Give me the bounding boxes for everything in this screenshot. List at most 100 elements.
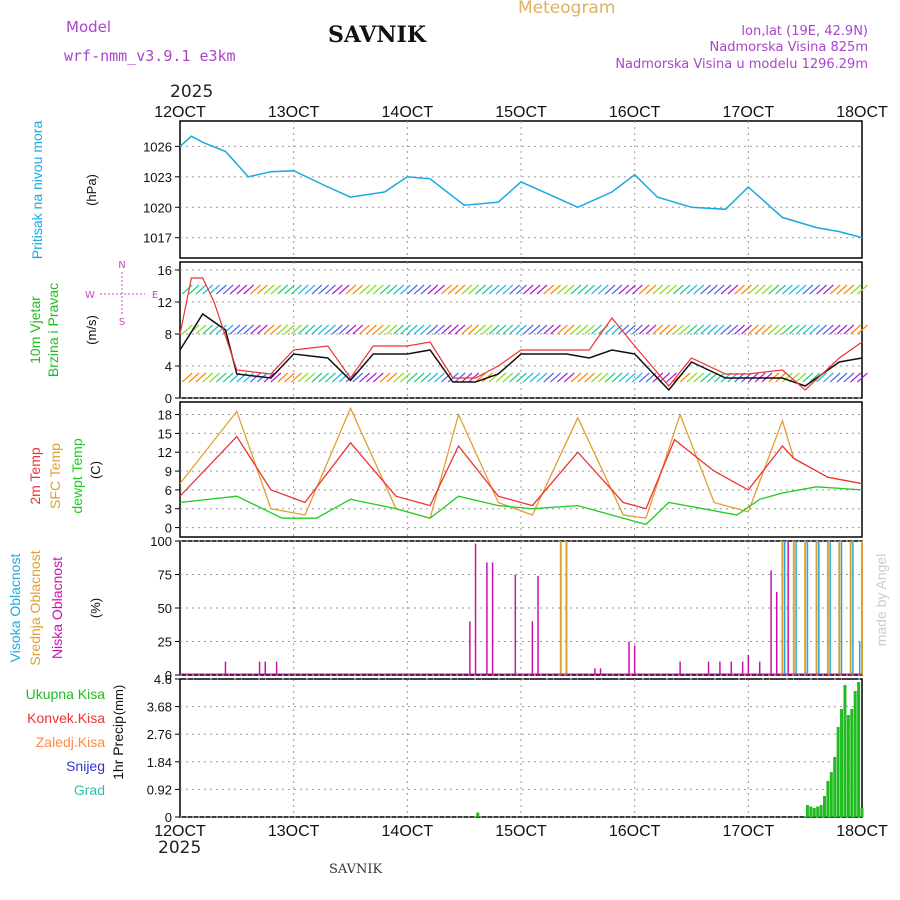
precip-unit-label: (mm)	[111, 685, 126, 715]
wind-barb	[352, 284, 364, 295]
wind-barb	[570, 284, 582, 295]
wind-barb	[645, 324, 657, 335]
high-cloud-axis-label: Visoka Oblacnost	[7, 554, 23, 663]
wind-barb	[768, 284, 780, 295]
wind-barb	[427, 372, 439, 383]
wind-barb	[638, 324, 650, 335]
wind-barb	[195, 284, 207, 295]
wind-barb	[659, 284, 671, 295]
wind-barb	[488, 324, 500, 335]
wind-barb	[209, 284, 220, 295]
wind-barb	[707, 284, 718, 295]
wind-barb	[475, 372, 486, 383]
wind-barb	[761, 324, 773, 335]
wind-barb	[625, 324, 636, 335]
wind-barb	[441, 324, 452, 335]
compass-s: S	[119, 317, 125, 328]
wind-barb	[659, 324, 671, 335]
wind-barb	[284, 324, 295, 335]
wind-panel-ytick-label: 12	[158, 295, 172, 310]
temp-panel-ytick-label: 6	[165, 483, 172, 498]
wind-barb	[461, 284, 473, 295]
precip-legend-item: Ukupna Kisa	[26, 686, 106, 702]
wind-barb	[304, 372, 316, 383]
wind-barb	[222, 372, 234, 383]
wind-barb	[611, 324, 623, 335]
wind-barb	[447, 324, 459, 335]
wind-barb	[713, 324, 725, 335]
wind-barb	[318, 372, 330, 383]
wind-barb	[584, 284, 596, 295]
x-tick-label-bottom: 18OCT	[836, 823, 888, 840]
wind-barb	[591, 324, 602, 335]
sfc-temp-line	[179, 406, 863, 520]
precip-axis-label: 1hr Precip	[110, 716, 126, 780]
precip-panel-ytick-label: 2.76	[147, 727, 172, 742]
wind-barb	[386, 284, 398, 295]
precip-bar	[843, 685, 847, 817]
wind-barb	[822, 372, 834, 383]
compass-n: N	[118, 260, 125, 271]
x-tick-label-top: 18OCT	[836, 104, 888, 121]
wind-gust-line	[179, 277, 863, 391]
wind-barb	[775, 284, 787, 295]
precip-bar	[833, 757, 837, 817]
wind-barb	[270, 324, 282, 335]
x-tick-label-top: 12OCT	[154, 104, 206, 121]
wind-barb	[509, 372, 521, 383]
wind-barb	[516, 284, 527, 295]
wind-barb	[829, 324, 841, 335]
temp-panel-ytick-label: 18	[158, 408, 172, 423]
wind-barb	[366, 372, 377, 383]
footer-title: SAVNIK	[329, 862, 383, 877]
wind-barb	[297, 324, 309, 335]
wind-barb	[611, 284, 623, 295]
wind-barb	[413, 372, 425, 383]
wind-barb	[843, 372, 855, 383]
wind-barb	[707, 324, 718, 335]
x-tick-label-top: 14OCT	[382, 104, 434, 121]
wind-barb	[686, 324, 698, 335]
wind-barb	[618, 284, 630, 295]
temp-2m-axis-label: 2m Temp	[27, 447, 43, 505]
wind-barb	[502, 284, 514, 295]
wind-barb	[345, 324, 357, 335]
wind-barb	[250, 372, 261, 383]
wind-barb	[700, 372, 711, 383]
wind-barb	[481, 284, 493, 295]
wind-barb	[550, 372, 561, 383]
precip-bar	[850, 709, 854, 817]
wind-barb	[495, 284, 507, 295]
wind-barb	[434, 324, 446, 335]
wind-barb	[686, 372, 698, 383]
wind-barb	[447, 284, 459, 295]
model-label: Model	[66, 18, 112, 36]
precip-bar	[860, 808, 864, 817]
wind-barb	[243, 324, 255, 335]
pressure-line	[179, 135, 863, 239]
wind-barb	[434, 284, 446, 295]
wind-barb	[802, 284, 814, 295]
precip-panel-ytick-label: 0	[165, 810, 172, 825]
wind-barb	[577, 324, 589, 335]
wind-barb	[666, 372, 677, 383]
x-tick-label-bottom: 14OCT	[382, 823, 434, 840]
wind-barb	[645, 284, 657, 295]
wind-barb	[816, 372, 827, 383]
wind-barb	[250, 284, 261, 295]
wind-barb	[441, 284, 452, 295]
wind-barb	[386, 324, 398, 335]
wind-barb	[679, 372, 691, 383]
wind-barb	[788, 324, 800, 335]
wind-barb	[563, 372, 575, 383]
wind-barb	[441, 372, 452, 383]
wind-barb	[713, 284, 725, 295]
wind-barb	[686, 284, 698, 295]
wind-barb	[243, 284, 255, 295]
wind-barb	[529, 324, 541, 335]
wind-barb	[509, 324, 521, 335]
wind-barb	[345, 284, 357, 295]
precip-legend-item: Zaledj.Kisa	[36, 734, 105, 750]
wind-barb	[454, 324, 466, 335]
temp-panel-ytick-label: 15	[158, 426, 172, 441]
